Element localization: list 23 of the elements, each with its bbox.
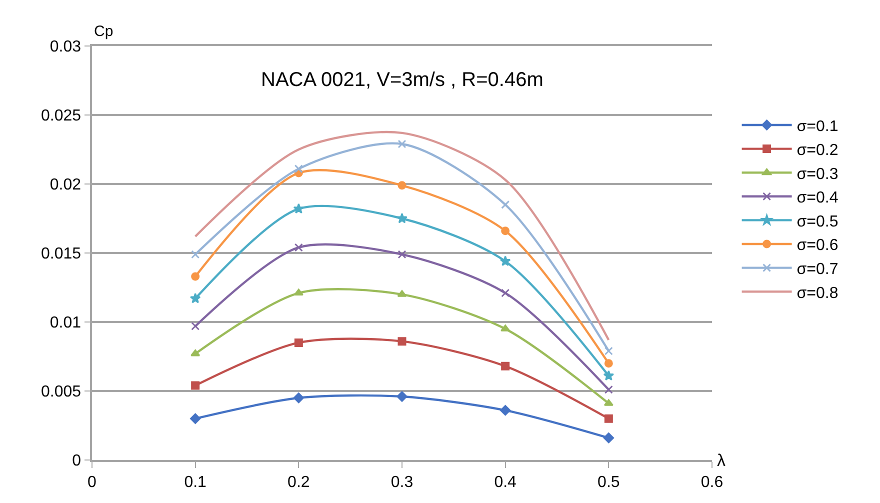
y-tick-label: 0.01 xyxy=(50,314,82,332)
x-tick-label: 0.1 xyxy=(184,474,207,491)
legend-label: σ=0.7 xyxy=(796,261,838,278)
x-tick-label: 0.6 xyxy=(700,474,724,491)
x-tick-label: 0.5 xyxy=(598,474,620,491)
legend-label: σ=0.2 xyxy=(796,142,838,160)
legend-label: σ=0.5 xyxy=(796,213,838,230)
y-axis-title: Cp xyxy=(94,23,114,40)
x-axis-title: λ xyxy=(717,451,726,470)
x-tick-label: 0.3 xyxy=(390,474,414,491)
x-tick-label: 0.4 xyxy=(494,474,517,491)
y-tick-label: 0.025 xyxy=(41,108,82,125)
legend-label: σ=0.4 xyxy=(796,190,838,207)
legend-label: σ=0.3 xyxy=(796,166,838,183)
y-tick-label: 0.015 xyxy=(41,246,82,263)
x-tick-label: 0 xyxy=(88,474,97,491)
y-tick-label: 0.02 xyxy=(50,176,82,194)
y-tick-label: 0.005 xyxy=(41,384,82,401)
x-tick-label: 0.2 xyxy=(288,474,310,491)
y-tick-label: 0.03 xyxy=(50,38,82,56)
annotation: NACA 0021, V=3m/s , R=0.46m xyxy=(261,69,544,91)
legend-label: σ=0.8 xyxy=(796,284,838,302)
y-tick-label: 0 xyxy=(72,452,82,470)
